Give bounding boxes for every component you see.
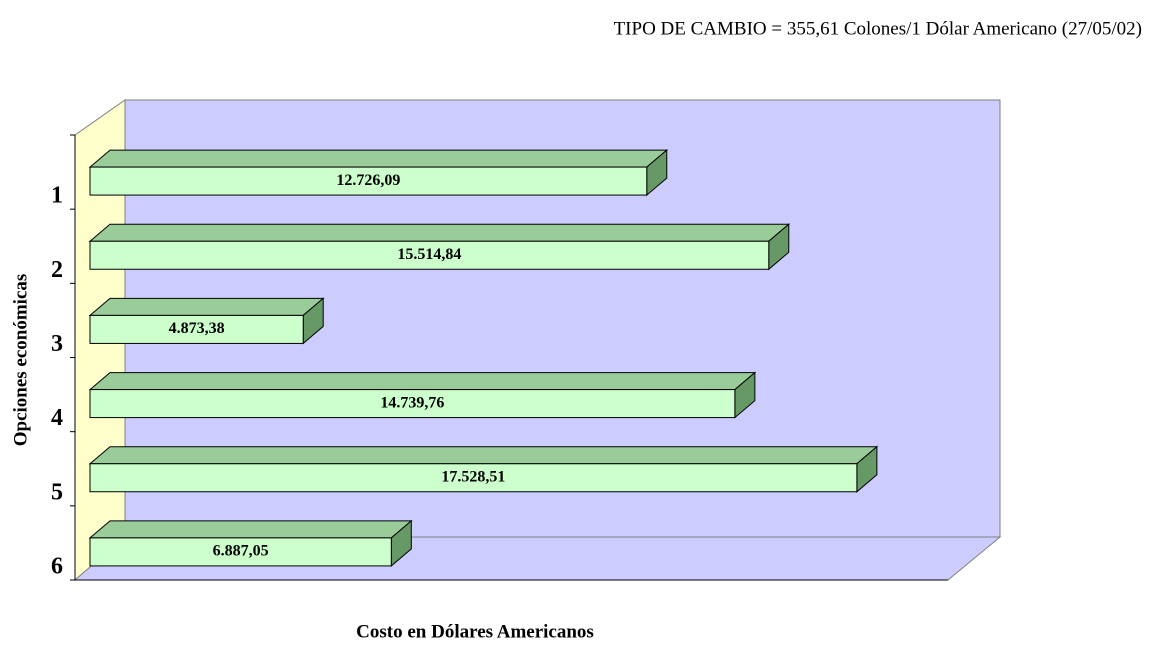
- x-axis-label: Costo en Dólares Americanos: [356, 621, 594, 642]
- y-axis-label: Opciones económicas: [10, 274, 31, 447]
- bar: [89, 166, 648, 196]
- bar: [89, 240, 770, 270]
- y-tick-label: 4: [51, 405, 63, 431]
- y-tick-label: 3: [51, 331, 63, 357]
- y-tick-label: 2: [51, 257, 63, 283]
- bar: [89, 314, 304, 344]
- bar: [89, 389, 736, 419]
- chart-title: TIPO DE CAMBIO = 355,61 Colones/1 Dólar …: [614, 18, 1142, 39]
- bar: [89, 537, 392, 567]
- y-tick-label: 1: [51, 183, 63, 209]
- y-tick-label: 6: [51, 553, 63, 579]
- bar-top: [88, 149, 669, 168]
- bar-top: [88, 446, 879, 465]
- data-label: 6.887,05: [213, 543, 269, 560]
- data-label: 4.873,38: [169, 320, 225, 337]
- data-label: 12.726,09: [336, 172, 400, 189]
- data-label: 15.514,84: [397, 246, 461, 263]
- bar-top: [88, 372, 757, 391]
- bar: [89, 463, 858, 493]
- bar-top: [88, 223, 791, 242]
- bar-top: [88, 520, 413, 539]
- bar-top: [88, 297, 325, 316]
- data-label: 14.739,76: [380, 394, 444, 411]
- y-tick-label: 5: [51, 479, 63, 505]
- data-label: 17.528,51: [441, 468, 505, 485]
